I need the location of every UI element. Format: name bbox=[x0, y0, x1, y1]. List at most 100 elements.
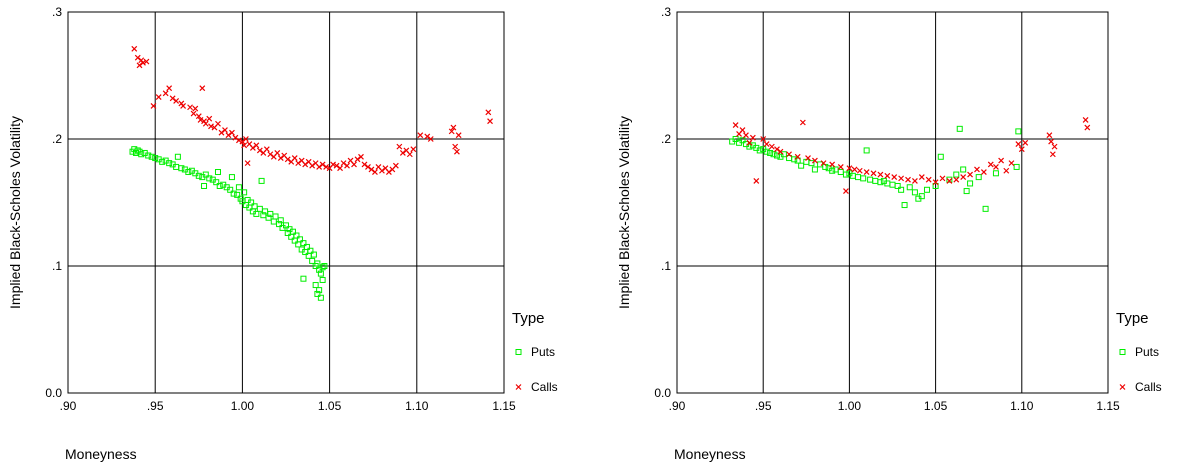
point-puts bbox=[258, 177, 265, 184]
point-puts bbox=[213, 179, 220, 186]
point-calls bbox=[333, 162, 340, 169]
point-puts bbox=[201, 182, 208, 189]
point-calls bbox=[323, 164, 330, 170]
point-puts bbox=[227, 186, 234, 193]
point-puts bbox=[877, 179, 884, 186]
point-puts bbox=[314, 290, 321, 297]
point-puts bbox=[309, 257, 316, 264]
point-calls bbox=[877, 171, 884, 178]
point-calls bbox=[768, 143, 775, 150]
x-tick-label: 1.05 bbox=[924, 399, 948, 413]
point-puts bbox=[241, 189, 248, 196]
point-calls bbox=[365, 164, 371, 170]
point-puts bbox=[195, 172, 202, 179]
point-puts bbox=[300, 240, 307, 247]
point-calls bbox=[1051, 143, 1058, 150]
point-puts bbox=[798, 162, 805, 169]
point-calls bbox=[242, 136, 249, 142]
point-calls bbox=[967, 171, 974, 178]
point-puts bbox=[763, 148, 770, 155]
legend-title: Type bbox=[1116, 310, 1149, 327]
point-calls bbox=[1082, 117, 1089, 123]
point-calls bbox=[452, 143, 459, 150]
point-puts bbox=[178, 165, 185, 172]
point-calls bbox=[284, 156, 291, 163]
point-puts bbox=[832, 166, 839, 173]
point-calls bbox=[330, 161, 337, 168]
point-calls bbox=[918, 174, 925, 181]
point-calls bbox=[241, 142, 248, 149]
point-puts bbox=[932, 182, 939, 189]
point-puts bbox=[248, 199, 255, 206]
point-puts bbox=[1013, 163, 1020, 170]
point-calls bbox=[372, 169, 378, 175]
y-axis-title: Implied Black-Scholes Volatility bbox=[616, 116, 632, 309]
y-tick-label: .1 bbox=[52, 259, 62, 273]
point-puts bbox=[214, 169, 221, 176]
point-puts bbox=[867, 176, 874, 183]
point-puts bbox=[174, 153, 181, 160]
point-puts bbox=[316, 287, 323, 294]
point-calls bbox=[743, 132, 749, 139]
point-puts bbox=[317, 294, 324, 301]
point-calls bbox=[235, 137, 242, 144]
point-calls bbox=[427, 136, 434, 142]
point-calls bbox=[195, 113, 202, 120]
point-puts bbox=[312, 282, 319, 289]
point-puts bbox=[202, 171, 209, 178]
point-calls bbox=[316, 164, 323, 170]
point-calls bbox=[399, 150, 406, 156]
point-puts bbox=[732, 136, 739, 142]
point-calls bbox=[746, 139, 753, 146]
point-calls bbox=[1015, 141, 1022, 148]
point-puts bbox=[319, 264, 326, 271]
point-puts bbox=[953, 171, 960, 178]
point-calls bbox=[354, 156, 361, 163]
point-calls bbox=[351, 161, 357, 168]
point-calls bbox=[199, 85, 206, 92]
point-calls bbox=[166, 85, 173, 92]
point-calls bbox=[891, 174, 898, 181]
point-calls bbox=[173, 97, 180, 104]
point-calls bbox=[843, 188, 849, 194]
point-puts bbox=[837, 169, 844, 176]
point-puts bbox=[860, 175, 867, 182]
point-calls bbox=[229, 129, 235, 136]
point-puts bbox=[739, 137, 746, 144]
point-calls bbox=[786, 151, 792, 158]
point-puts bbox=[872, 177, 879, 184]
point-puts bbox=[901, 202, 908, 209]
point-puts bbox=[767, 149, 774, 156]
point-puts bbox=[911, 189, 918, 196]
point-calls bbox=[267, 151, 274, 158]
point-puts bbox=[138, 151, 145, 158]
point-calls bbox=[851, 166, 858, 173]
point-calls bbox=[368, 166, 375, 173]
x-tick-label: 1.15 bbox=[1096, 399, 1120, 413]
point-puts bbox=[159, 158, 166, 165]
chart-panel-2: .90 .95 1.00 1.05 1.10 1.15 0.0 .1 .2 .3 Moneyness… bbox=[616, 5, 1162, 462]
point-calls bbox=[884, 172, 891, 179]
point-calls bbox=[131, 45, 138, 52]
point-calls bbox=[202, 120, 209, 127]
point-calls bbox=[1084, 124, 1091, 131]
point-calls bbox=[169, 95, 176, 102]
point-calls bbox=[134, 54, 141, 61]
point-calls bbox=[732, 122, 739, 128]
legend-label-calls: Calls bbox=[531, 380, 558, 394]
x-tick-label: 1.15 bbox=[492, 399, 516, 413]
point-calls bbox=[410, 146, 417, 153]
point-calls bbox=[870, 170, 877, 177]
point-calls bbox=[448, 128, 455, 135]
point-calls bbox=[829, 161, 836, 168]
point-calls bbox=[225, 132, 232, 139]
point-puts bbox=[253, 210, 260, 217]
point-calls bbox=[256, 147, 263, 154]
point-calls bbox=[455, 132, 462, 139]
point-calls bbox=[837, 164, 844, 170]
point-calls bbox=[140, 59, 146, 66]
point-puts bbox=[746, 143, 753, 150]
point-calls bbox=[358, 153, 364, 160]
point-calls bbox=[344, 162, 350, 169]
point-calls bbox=[302, 161, 309, 168]
